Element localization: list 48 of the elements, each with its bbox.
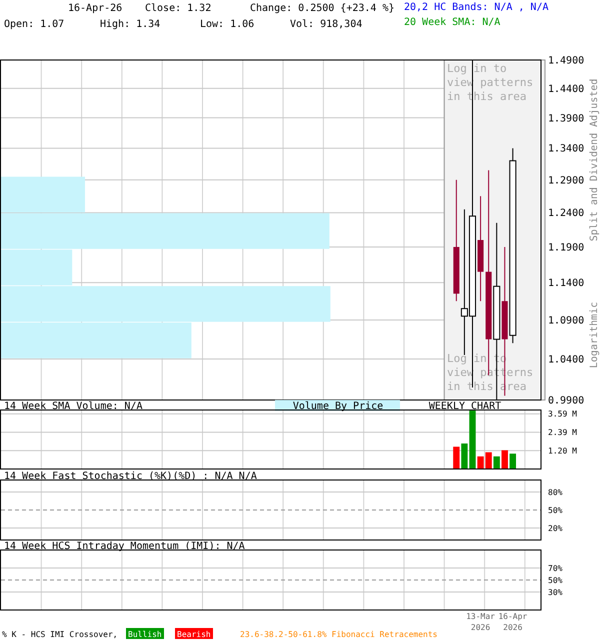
y-tick-label: 1.1900 (548, 242, 584, 254)
y-tick-label: 1.0900 (548, 315, 584, 326)
text: 16-Apr-26 (68, 3, 122, 14)
text: Bullish (128, 630, 162, 639)
y-tick-label: 1.20 M (548, 446, 578, 456)
y-tick-label: 1.0400 (548, 354, 584, 366)
bar (510, 454, 516, 469)
text: 70% (548, 564, 563, 573)
y-tick-label: 1.3400 (548, 144, 584, 155)
text: 14 Week HCS Intraday Momentum (IMI): N/A (4, 541, 245, 552)
text: 14 Week Fast Stochastic (%K)(%D) : N/A N/A (4, 471, 257, 482)
category-label: 16-Apr 2026 (498, 612, 528, 632)
y-tick-label: 1.2900 (548, 175, 584, 186)
text: Change: 0.2500 {+23.4 %} (250, 3, 394, 14)
text: Logarithmic (589, 302, 600, 368)
text: 23.6-38.2-50-61.8% Fibonacci Retracements (240, 630, 438, 639)
chart-title: 14 Week SMA Volume: N/A (4, 401, 142, 412)
y-axis-title: Split and Dividend Adjusted (589, 78, 600, 242)
text: Vol: 918,304 (290, 19, 362, 30)
bar (453, 446, 460, 469)
text: 80% (548, 488, 563, 497)
y-tick-label: 1.3900 (548, 113, 584, 124)
text: Open: 1.07 (4, 19, 64, 30)
text: 20 Week SMA: N/A (404, 17, 500, 28)
y-tick-label: 2.39 M (548, 428, 578, 438)
text: Volume By Price (292, 401, 384, 412)
y-tick-label: 1.1400 (548, 278, 584, 290)
y-tick-label: 3.59 M (548, 410, 578, 419)
text: 50% (548, 506, 563, 515)
category-label: 13-Mar 2026 (466, 612, 496, 632)
y-tick-label: 1.4900 (548, 56, 584, 66)
text: 30% (548, 588, 563, 597)
text: Bearish (177, 630, 211, 639)
bar (461, 443, 468, 469)
annotation: WEEKLY CHART (428, 401, 502, 412)
text: 50% (548, 576, 563, 585)
text: % K - HCS IMI Crossover, (2, 630, 118, 639)
text: 20,2 HC Bands: N/A , N/A (404, 2, 548, 13)
text: High: 1.34 (100, 19, 160, 30)
y-tick-label: 0.9900 (548, 396, 584, 406)
bar (493, 456, 500, 469)
text: Close: 1.32 (145, 3, 212, 14)
text: Low: 1.06 (200, 19, 254, 30)
bar (502, 450, 508, 469)
text: 20% (548, 524, 563, 533)
y-tick-label: 1.2400 (548, 208, 584, 220)
bar (469, 410, 476, 469)
y-tick-label: 1.4400 (548, 84, 584, 95)
